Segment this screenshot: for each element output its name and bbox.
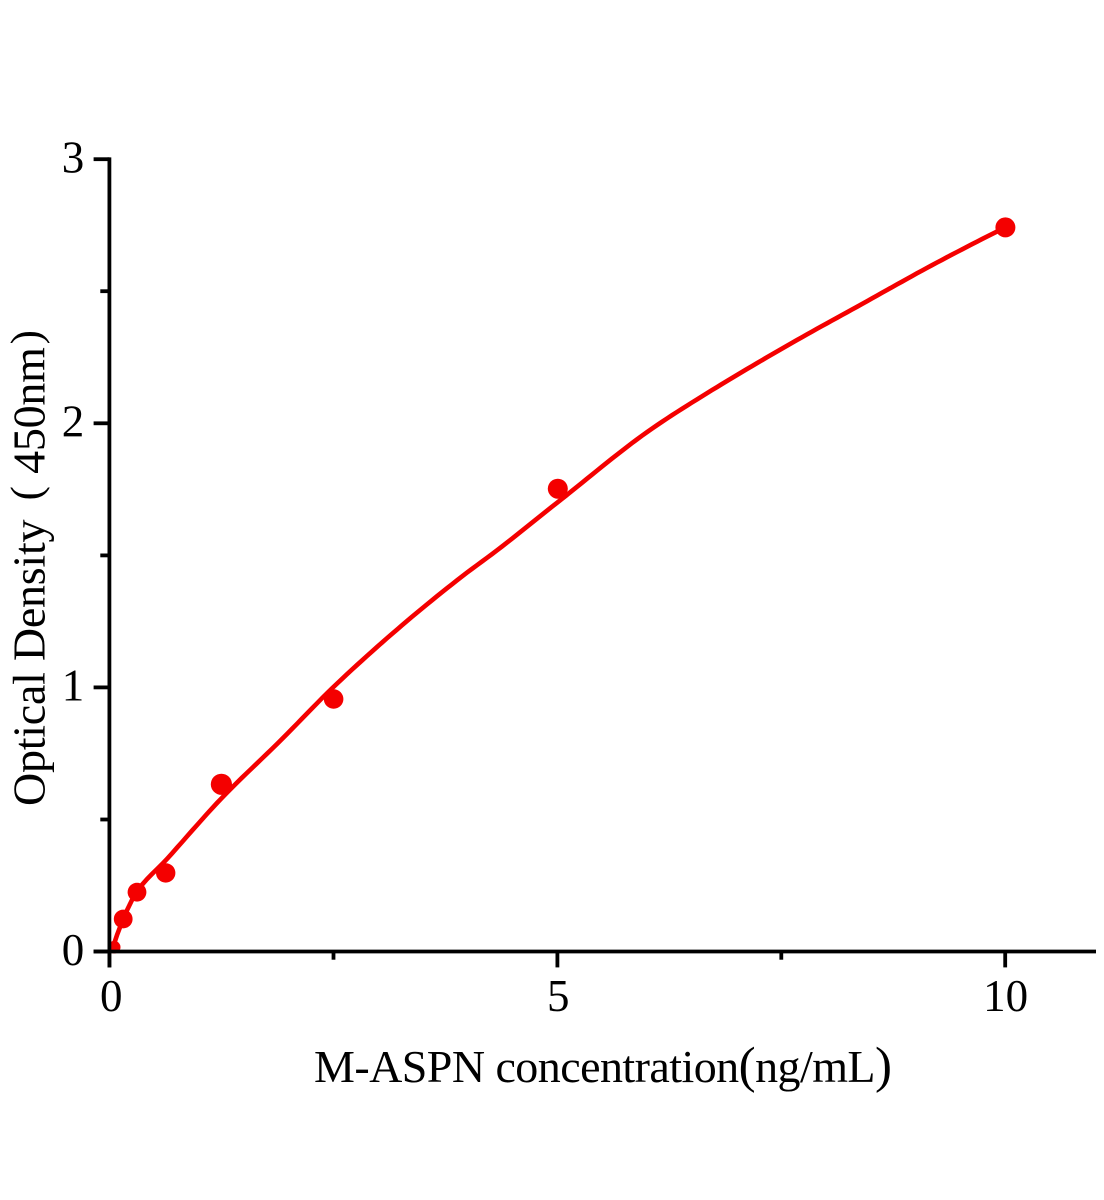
svg-text:M-ASPN concentration(ng/mL): M-ASPN concentration(ng/mL) <box>314 1038 891 1094</box>
svg-text:0: 0 <box>100 971 123 1021</box>
svg-text:5: 5 <box>547 971 570 1021</box>
svg-text:1: 1 <box>62 661 85 711</box>
svg-text:0: 0 <box>62 925 85 975</box>
svg-text:Optical Density(450nm): Optical Density(450nm) <box>3 330 54 806</box>
svg-text:2: 2 <box>62 397 85 447</box>
svg-text:3: 3 <box>62 133 85 183</box>
svg-text:10: 10 <box>983 971 1028 1021</box>
